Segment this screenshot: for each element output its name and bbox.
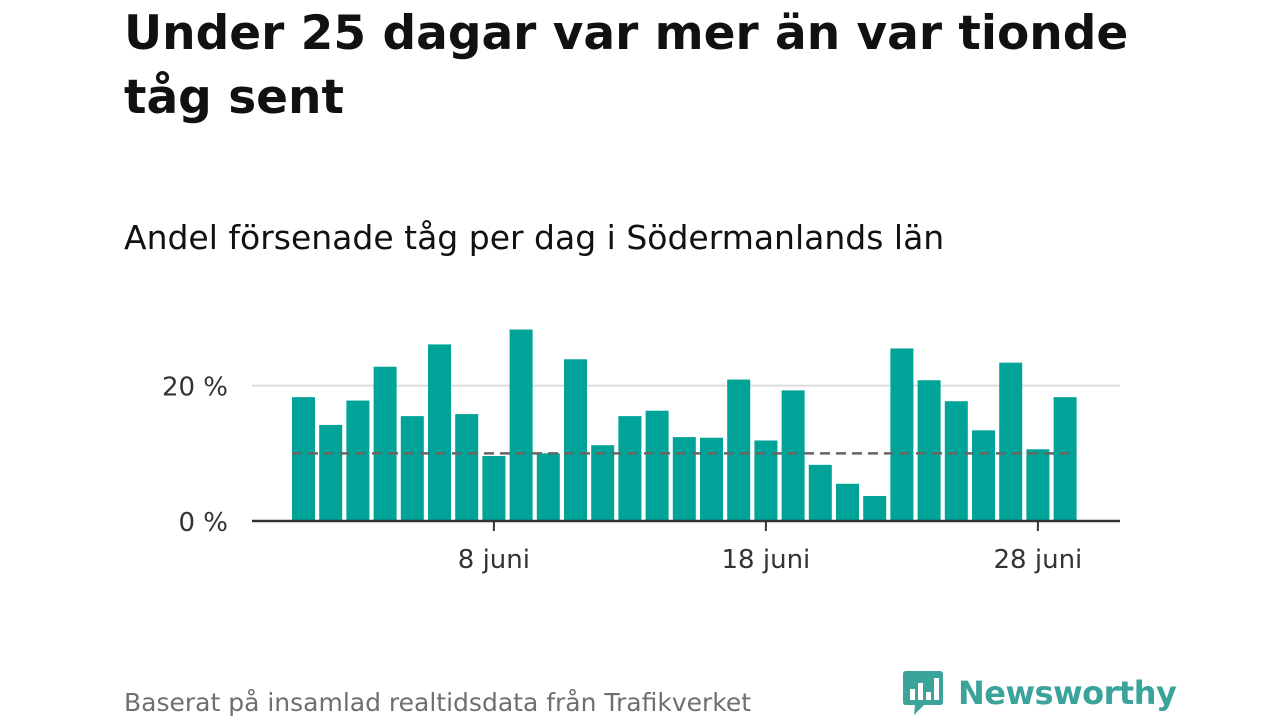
bar: [999, 362, 1023, 521]
brand-name: Newsworthy: [958, 674, 1177, 712]
bar: [944, 401, 968, 521]
bar: [536, 453, 560, 521]
x-tick-label: 28 juni: [994, 545, 1083, 575]
bar: [917, 380, 941, 521]
bar: [482, 456, 506, 521]
bar: [808, 464, 832, 521]
bar: [591, 445, 615, 521]
bar: [781, 390, 805, 521]
bar: [836, 483, 859, 521]
x-tick-label: 18 juni: [722, 545, 811, 575]
page-title: Under 25 dagar var mer än var tionde tåg…: [124, 6, 1129, 125]
bar: [455, 414, 479, 521]
bar: [319, 424, 343, 521]
bar: [1053, 397, 1077, 521]
brand-logo-group[interactable]: Newsworthy: [902, 668, 1177, 718]
bar: [645, 410, 669, 521]
bar: [1026, 449, 1050, 521]
x-tick-label: 8 juni: [458, 545, 530, 575]
bar: [618, 416, 642, 521]
y-tick-label: 0 %: [178, 508, 228, 538]
chart-subtitle: Andel försenade tåg per dag i Södermanla…: [124, 218, 945, 257]
bar: [727, 379, 751, 521]
bar: [428, 344, 451, 521]
bar: [373, 366, 397, 521]
bar: [509, 329, 533, 521]
source-footnote: Baserat på insamlad realtidsdata från Tr…: [124, 688, 752, 717]
newsworthy-bar-chart-bubble-icon: [903, 671, 943, 715]
bar: [754, 440, 778, 521]
bar: [863, 495, 887, 521]
bar: [972, 430, 995, 521]
bar: [890, 348, 914, 521]
y-tick-label: 20 %: [162, 373, 228, 403]
bar: [564, 359, 587, 521]
bar: [700, 437, 723, 521]
bar: [292, 397, 315, 521]
bar: [400, 416, 424, 521]
bar: [346, 400, 370, 521]
bar: [672, 437, 696, 521]
